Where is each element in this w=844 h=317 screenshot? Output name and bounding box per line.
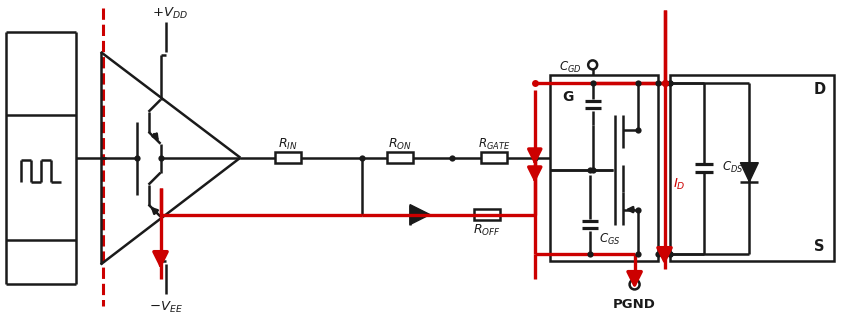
- Polygon shape: [739, 163, 757, 182]
- Bar: [668, 75, 833, 262]
- Bar: [549, 75, 657, 262]
- Text: PGND: PGND: [613, 298, 655, 311]
- Text: $C_{GD}$: $C_{GD}$: [559, 60, 582, 75]
- Text: G: G: [561, 90, 573, 104]
- Text: $C_{DS}$: $C_{DS}$: [721, 160, 742, 175]
- Text: S: S: [813, 239, 824, 254]
- Text: $C_{GS}$: $C_{GS}$: [598, 232, 619, 247]
- Text: D: D: [812, 82, 825, 97]
- Bar: [473, 209, 500, 220]
- Circle shape: [629, 280, 639, 289]
- Polygon shape: [409, 204, 430, 224]
- Text: $R_{GATE}$: $R_{GATE}$: [477, 137, 510, 152]
- Text: $R_{IN}$: $R_{IN}$: [279, 137, 298, 152]
- Bar: [387, 152, 413, 163]
- Text: $R_{ON}$: $R_{ON}$: [387, 137, 412, 152]
- Text: $I_D$: $I_D$: [673, 177, 685, 192]
- Text: $R_{OFF}$: $R_{OFF}$: [473, 223, 500, 238]
- Bar: [275, 152, 300, 163]
- Text: $-V_{EE}$: $-V_{EE}$: [149, 300, 182, 315]
- Bar: [480, 152, 506, 163]
- Circle shape: [587, 60, 597, 69]
- Text: $+V_{DD}$: $+V_{DD}$: [152, 5, 188, 21]
